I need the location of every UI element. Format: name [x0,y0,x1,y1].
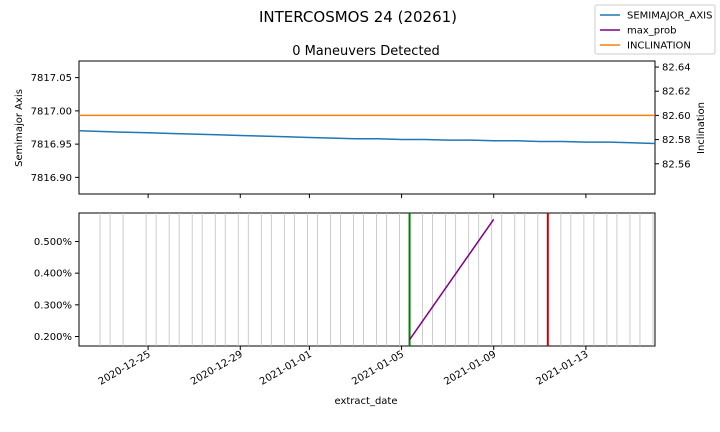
y-axis-label-right: Inclination [696,102,707,154]
legend-entry-label: max_prob [627,26,677,37]
x-tick-label: 2020-12-25 [97,349,153,388]
y-tick-label-bottom: 0.500% [34,237,72,248]
legend: SEMIMAJOR_AXIS max_prob INCLINATION [594,4,716,55]
x-tick-label: 2021-01-09 [442,349,498,388]
y-tick-label-right: 82.58 [662,135,691,146]
series-line-max_prob [408,218,495,341]
bottom-plot-area: 0.200% 0.300% 0.400% 0.500% 2020-12-25 2020-1… [34,212,656,388]
y-tick-label-bottom: 0.300% [34,300,72,311]
y-tick-label-left: 7816.90 [31,173,72,184]
y-tick-label-right: 82.56 [662,159,691,170]
y-tick-label-bottom: 0.400% [34,269,72,280]
y-tick-label-bottom: 0.200% [34,332,72,343]
y-tick-label-right: 82.64 [662,63,691,74]
series-line-semimajor_axis [78,130,656,145]
legend-entry-label: INCLINATION [627,41,691,52]
y-tick-label-left: 7817.05 [31,73,72,84]
legend-box [594,4,716,55]
top-chart-title: 0 Maneuvers Detected [292,44,440,59]
x-axis-label: extract_date [334,396,397,407]
figure-title: INTERCOSMOS 24 (20261) [259,8,457,26]
y-tick-label-left: 7816.95 [31,140,72,151]
y-tick-label-right: 82.60 [662,111,691,122]
top-plot-area: 7816.90 7816.95 7817.00 7817.05 82.56 82.58 82… [31,60,691,198]
bottom-plot-frame [78,212,656,347]
x-tick-label: 2021-01-05 [350,349,406,388]
y-tick-label-left: 7817.00 [31,106,72,117]
x-tick-label: 2020-12-29 [189,349,245,388]
y-tick-label-right: 82.62 [662,87,691,98]
legend-entry-label: SEMIMAJOR_AXIS [627,11,712,22]
top-plot-frame [78,60,656,195]
y-axis-label-left: Semimajor Axis [14,89,25,167]
x-tick-label: 2021-01-01 [258,349,314,388]
x-tick-label: 2021-01-13 [535,349,591,388]
